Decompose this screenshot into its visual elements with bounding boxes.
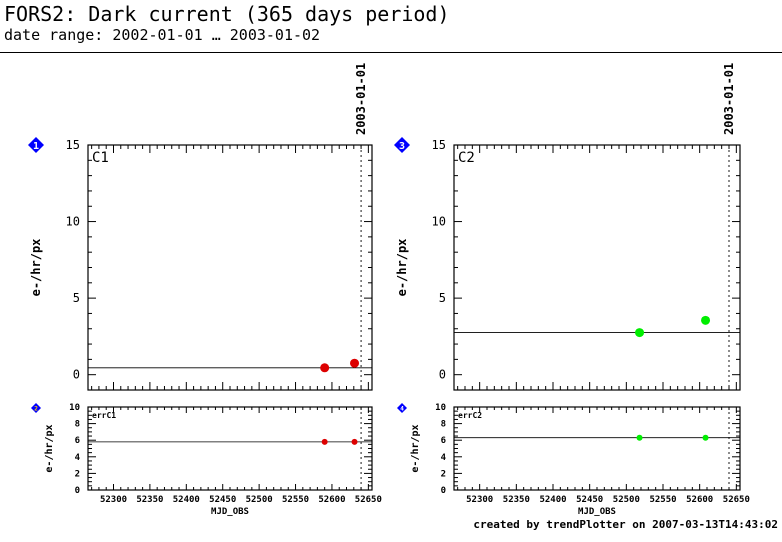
panel-4-y-axis-label: e-/hr/px — [410, 424, 421, 472]
panel-4-y-tick-label: 2 — [441, 469, 446, 479]
panel-2-x-tick-label: 52450 — [209, 495, 236, 505]
panel-2-frame — [87, 406, 373, 491]
panel-3-frame — [453, 144, 741, 391]
panel-4-series-label: errC2 — [458, 411, 482, 420]
panel-2-series-label: errC1 — [92, 411, 116, 420]
panel-2-x-tick-label: 52300 — [100, 495, 127, 505]
panel-3-date-marker-label: 2003-01-01 — [722, 63, 736, 135]
panel-4-x-axis-label: MJD_OBS — [578, 507, 616, 517]
panel-1-frame — [87, 144, 373, 391]
panel-4-frame — [453, 406, 741, 491]
panel-4-data-point — [702, 434, 709, 441]
panel-2-x-tick-label: 52500 — [246, 495, 273, 505]
panel-1-date-marker-label: 2003-01-01 — [354, 63, 368, 135]
panel-4-x-tick-label: 52450 — [576, 495, 603, 505]
panel-4-y-tick-label: 6 — [441, 436, 446, 446]
panel-1-y-tick-label: 15 — [66, 138, 80, 152]
panel-3-y-axis-label: e-/hr/px — [395, 239, 409, 297]
panel-1-y-tick-label: 0 — [73, 368, 80, 382]
page-title: FORS2: Dark current (365 days period) — [4, 2, 450, 26]
panel-4-x-tick-label: 52600 — [686, 495, 713, 505]
panel-4-x-tick-label: 52650 — [723, 495, 750, 505]
panel-2-data-point — [321, 438, 328, 445]
panel-1-data-point — [350, 358, 360, 368]
panel-4-diamond-icon — [397, 403, 407, 413]
panel-4-x-tick-label: 52350 — [503, 495, 530, 505]
panel-2-x-tick-label: 52650 — [355, 495, 382, 505]
panel-3-y-tick-label: 0 — [439, 368, 446, 382]
panel-2-diamond-icon — [31, 403, 41, 413]
panel-4-y-tick-label: 0 — [441, 486, 446, 496]
panel-1-diamond-icon — [28, 137, 44, 153]
panel-1-data-point — [320, 363, 330, 373]
panel-4-y-tick-label: 10 — [435, 403, 446, 413]
panel-2-y-tick-label: 8 — [75, 420, 80, 430]
panel-1-y-tick-label: 5 — [73, 291, 80, 305]
panel-4-x-tick-label: 52550 — [649, 495, 676, 505]
panel-3-y-tick-label: 5 — [439, 291, 446, 305]
panel-2-data-point — [351, 438, 358, 445]
panel-3-y-tick-label: 10 — [432, 215, 446, 229]
panel-3-data-point — [635, 328, 645, 338]
panel-2-x-axis-label: MJD_OBS — [211, 507, 249, 517]
panel-2-y-tick-label: 4 — [75, 453, 81, 463]
panel-3-data-point — [701, 315, 711, 325]
panel-1-y-tick-label: 10 — [66, 215, 80, 229]
panel-2-diamond-number: 2 — [34, 406, 38, 413]
footer-credit: created by trendPlotter on 2007-03-13T14… — [473, 518, 778, 531]
panel-1-series-label: C1 — [92, 150, 109, 166]
header-divider — [0, 52, 782, 53]
panel-4-x-tick-label: 52500 — [613, 495, 640, 505]
panel-2-x-tick-label: 52400 — [173, 495, 200, 505]
panel-2-y-tick-label: 0 — [75, 486, 80, 496]
panel-3-y-tick-label: 15 — [432, 138, 446, 152]
panel-3-diamond-icon — [394, 137, 410, 153]
panel-4-y-tick-label: 8 — [441, 420, 446, 430]
panel-2-x-tick-label: 52550 — [282, 495, 309, 505]
date-range-subtitle: date range: 2002-01-01 … 2003-01-02 — [4, 26, 321, 44]
panel-2-y-axis-label: e-/hr/px — [44, 424, 55, 472]
panel-4-data-point — [636, 434, 643, 441]
panel-4-y-tick-label: 4 — [441, 453, 447, 463]
panel-4-x-tick-label: 52400 — [539, 495, 566, 505]
panel-2-x-tick-label: 52600 — [318, 495, 345, 505]
panel-3-series-label: C2 — [458, 150, 475, 166]
panel-1-diamond-number: 1 — [33, 141, 39, 152]
panel-4-x-tick-label: 52300 — [466, 495, 493, 505]
panel-2-y-tick-label: 10 — [69, 403, 80, 413]
panel-2-y-tick-label: 6 — [75, 436, 80, 446]
panel-2-y-tick-label: 2 — [75, 469, 80, 479]
panel-3-diamond-number: 3 — [399, 141, 405, 152]
panel-1-y-axis-label: e-/hr/px — [29, 239, 43, 297]
panel-2-x-tick-label: 52350 — [136, 495, 163, 505]
panel-4-diamond-number: 4 — [400, 406, 404, 413]
